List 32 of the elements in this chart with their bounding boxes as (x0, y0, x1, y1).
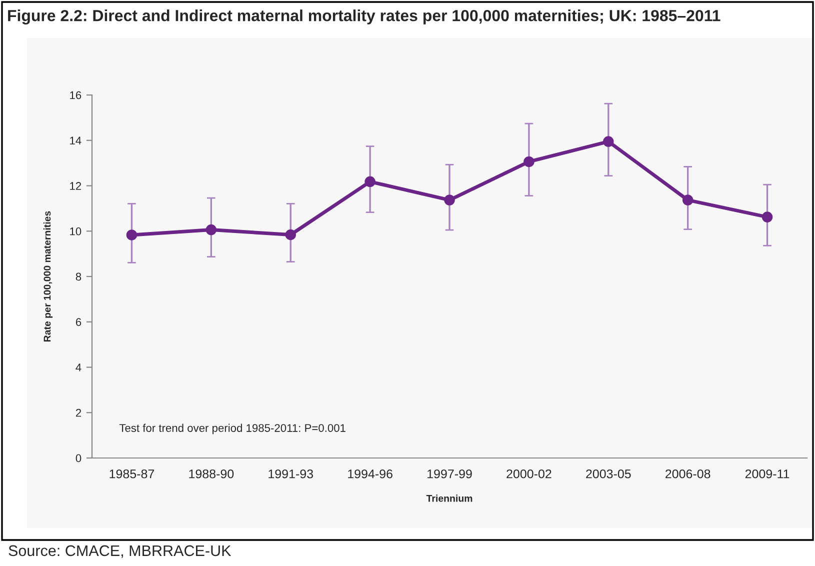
point (603, 136, 614, 147)
x-tick-label: 2000-02 (506, 469, 552, 478)
x-tick-label: 1985-87 (110, 469, 154, 478)
point (524, 156, 534, 168)
point (682, 194, 694, 206)
y-tick-label: 2 (76, 408, 82, 417)
x-tick-label: 2006-08 (666, 469, 710, 478)
x-tick-label: 1991-93 (268, 469, 313, 478)
y-tick-label: 6 (76, 318, 82, 326)
point (444, 194, 455, 206)
x-tick-label: 1994-96 (348, 469, 392, 478)
y-tick-label: 0 (76, 454, 82, 462)
y-tick-label: 8 (76, 272, 82, 281)
x-tick-label: 2003-05 (586, 469, 631, 478)
x-axis-title: Triennium (426, 494, 472, 502)
point (126, 230, 138, 240)
annotation: Test for trend over period 1985-2011: P=0.001 (119, 424, 346, 434)
x-tick-label: 1988-90 (189, 469, 234, 478)
point (206, 224, 217, 236)
y-axis-title: Rate per 100,000 maternities (43, 211, 53, 342)
point (364, 176, 376, 188)
point (762, 212, 773, 222)
chart-title: Figure 2.2: Direct and Indirect maternal mortality rates per 100,000 maternities; UK: 1985–2011 (8, 10, 720, 24)
y-tick-label: 16 (70, 91, 82, 100)
y-tick-label: 4 (76, 364, 82, 372)
y-tick-label: 14 (70, 136, 82, 144)
y-tick-label: 12 (70, 182, 82, 190)
x-tick-label: 2009-11 (745, 469, 790, 478)
source-note: Source: CMACE, MBRRACE-UK (8, 545, 232, 558)
y-tick-label: 10 (70, 227, 82, 236)
point (285, 229, 296, 240)
x-tick-label: 1997-99 (428, 469, 472, 478)
